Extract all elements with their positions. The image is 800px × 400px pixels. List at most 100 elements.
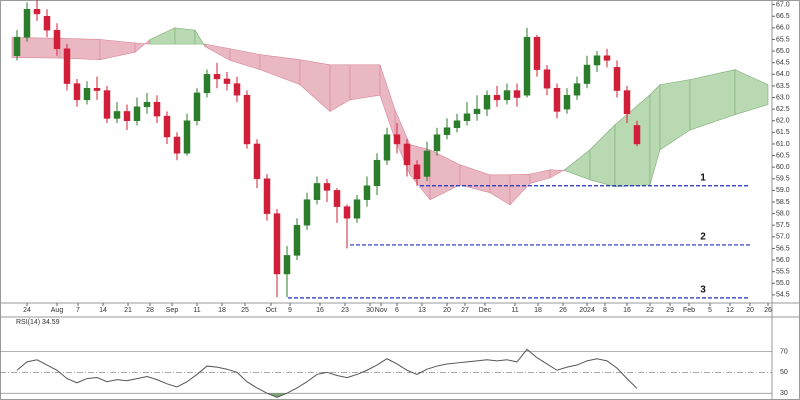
candle-body (253, 143, 261, 180)
candle-body (403, 143, 411, 166)
candle-body (23, 9, 31, 38)
candle-body (243, 94, 251, 145)
candle-body (443, 127, 451, 135)
y-tick-label: 58.5 (776, 199, 790, 206)
y-tick-label: 65.5 (776, 36, 790, 43)
candle-body (313, 183, 321, 200)
candle-body (183, 120, 191, 154)
candle-body (363, 185, 371, 200)
y-tick-label: 54.5 (776, 292, 790, 299)
candle-body (523, 36, 531, 96)
x-tick-label: 8 (603, 307, 607, 314)
candle-body (583, 64, 591, 84)
candle-body (473, 108, 481, 115)
x-tick-label: Dec (479, 307, 492, 314)
candle-body (573, 83, 581, 96)
candle-body (553, 87, 561, 112)
candle-body (413, 164, 421, 180)
candle-body (513, 90, 521, 98)
candle-body (293, 224, 301, 256)
candle-body (483, 94, 491, 110)
rsi-tick-label: 50 (780, 369, 788, 376)
x-tick-label: 20 (443, 307, 451, 314)
candle-body (13, 36, 21, 56)
candle-body (353, 199, 361, 219)
candle-body (83, 87, 91, 101)
candle-body (63, 48, 71, 84)
candle-body (203, 74, 211, 94)
candle-body (613, 67, 621, 91)
candle-body (503, 90, 511, 101)
y-tick-label: 63.0 (776, 94, 790, 101)
y-tick-label: 60.0 (776, 164, 790, 171)
y-tick-label: 66.0 (776, 25, 790, 32)
y-tick-label: 59.0 (776, 187, 790, 194)
candle-body (593, 55, 601, 66)
x-tick-label: 26 (764, 307, 772, 314)
x-tick-label: Aug (51, 307, 64, 314)
candle-body (273, 213, 281, 275)
candle-body (123, 111, 131, 121)
x-tick-label: 24 (23, 307, 31, 314)
x-tick-label: 28 (146, 307, 154, 314)
y-tick-label: 57.0 (776, 234, 790, 241)
x-tick-label: 11 (511, 307, 518, 314)
candle-body (383, 134, 391, 161)
y-tick-label: 55.5 (776, 268, 790, 275)
y-tick-label: 61.0 (776, 141, 790, 148)
candle-body (393, 134, 401, 145)
candle-body (193, 92, 201, 121)
candle-body (43, 16, 51, 31)
x-tick-label: 16 (316, 307, 324, 314)
candle-body (163, 115, 171, 138)
x-tick-label: 5 (708, 307, 712, 314)
y-tick-label: 55.0 (776, 280, 790, 287)
candle-body (173, 136, 181, 154)
candle-body (433, 134, 441, 152)
rsi-tick-label: 70 (780, 348, 788, 355)
candle-body (263, 178, 271, 214)
x-tick-label: 2024 (579, 307, 595, 314)
x-tick-label: Oct (266, 307, 277, 314)
level-label: 1 (700, 172, 706, 183)
x-tick-label: 27 (461, 307, 469, 314)
y-tick-label: 63.5 (776, 83, 790, 90)
candle-body (343, 206, 351, 219)
candle-body (143, 101, 151, 108)
x-tick-label: 18 (218, 307, 226, 314)
level-label: 2 (700, 232, 706, 243)
x-tick-label: 30 (366, 307, 374, 314)
x-tick-label: 16 (623, 307, 631, 314)
cloud-segment (734, 69, 769, 116)
x-tick-label: 7 (76, 307, 80, 314)
candle-body (493, 94, 501, 101)
x-tick-label: Nov (375, 307, 388, 314)
candle-body (453, 120, 461, 128)
candle-body (563, 94, 571, 110)
candle-body (623, 90, 631, 115)
candle-body (283, 255, 291, 275)
candle-body (103, 90, 111, 119)
x-tick-label: 23 (341, 307, 349, 314)
x-tick-label: 14 (99, 307, 107, 314)
candle-body (233, 83, 241, 96)
x-tick-label: 6 (395, 307, 399, 314)
x-tick-label: 12 (726, 307, 734, 314)
x-tick-label: 29 (666, 307, 674, 314)
x-tick-label: 9 (288, 307, 292, 314)
x-tick-label: 22 (646, 307, 654, 314)
candle-body (223, 78, 231, 84)
y-tick-label: 67.0 (776, 1, 790, 8)
y-tick-label: 58.0 (776, 210, 790, 217)
level-label: 3 (700, 285, 706, 296)
y-tick-label: 60.5 (776, 152, 790, 159)
candle-body (333, 190, 341, 207)
candle-body (463, 113, 471, 121)
y-tick-label: 57.5 (776, 222, 790, 229)
y-tick-label: 59.5 (776, 176, 790, 183)
candle-body (33, 9, 41, 15)
y-tick-label: 64.0 (776, 71, 790, 78)
